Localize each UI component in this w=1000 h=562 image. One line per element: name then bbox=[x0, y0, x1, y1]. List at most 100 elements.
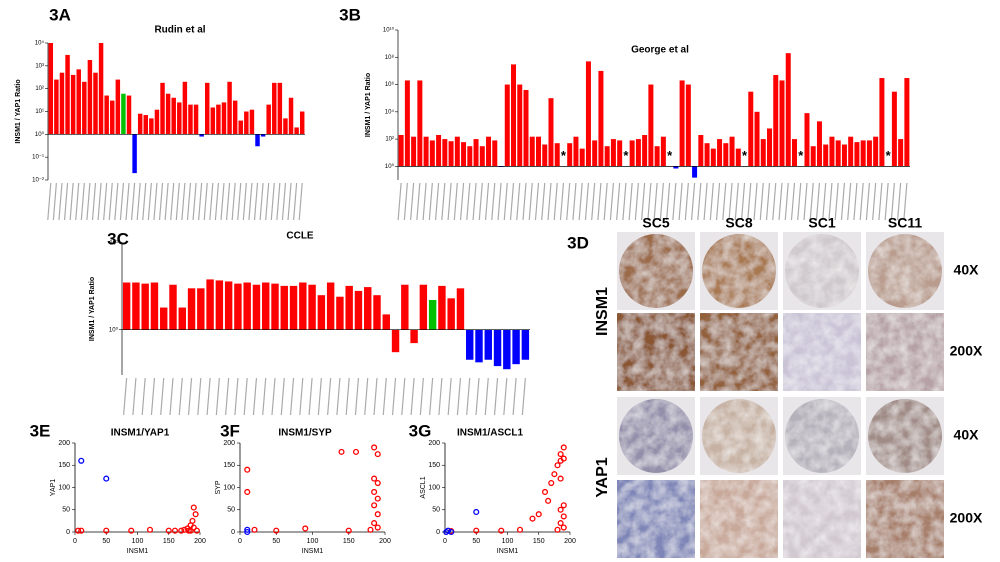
point bbox=[541, 488, 549, 496]
point bbox=[338, 448, 345, 455]
x-label-blur bbox=[534, 182, 540, 221]
point bbox=[560, 455, 567, 462]
bar bbox=[252, 284, 261, 330]
bar bbox=[748, 91, 754, 167]
bar bbox=[206, 279, 214, 330]
magnification-label: 40X bbox=[954, 427, 980, 443]
bar bbox=[486, 136, 492, 167]
bar bbox=[132, 134, 137, 174]
x-label-blur bbox=[271, 377, 276, 416]
bar bbox=[255, 134, 260, 147]
x-label-blur bbox=[678, 182, 683, 221]
bar bbox=[54, 79, 59, 135]
bar bbox=[592, 140, 598, 167]
bar bbox=[904, 78, 910, 167]
y-tick-label: 100 bbox=[428, 484, 440, 491]
y-tick-label: 10¹⁰ bbox=[383, 27, 395, 34]
bar bbox=[82, 81, 87, 135]
y-axis-label: INSM1 / YAP1 Ratio bbox=[15, 79, 22, 143]
panel-label: 3G bbox=[409, 421, 432, 440]
x-label-blur bbox=[884, 182, 889, 221]
y-tick-label: 10⁶ bbox=[385, 81, 395, 88]
bar bbox=[210, 107, 216, 135]
x-tick-label: 150 bbox=[163, 538, 175, 545]
bar bbox=[238, 120, 243, 135]
x-label-blur bbox=[753, 182, 758, 221]
y-tick-label: 0 bbox=[436, 529, 440, 536]
y-tick-label: 10⁰ bbox=[385, 163, 395, 170]
bar bbox=[98, 43, 104, 135]
bar bbox=[154, 109, 160, 135]
y-tick-label: 200 bbox=[428, 440, 440, 447]
ihc-tile bbox=[700, 480, 778, 558]
x-label-blur bbox=[584, 182, 590, 221]
x-tick-label: 100 bbox=[502, 538, 514, 545]
point bbox=[548, 479, 555, 487]
bar bbox=[447, 298, 455, 330]
point bbox=[545, 497, 552, 504]
x-label-blur bbox=[528, 182, 533, 221]
x-label-blur bbox=[119, 182, 125, 221]
x-label-blur bbox=[47, 182, 52, 221]
bar bbox=[692, 166, 698, 178]
bar bbox=[456, 288, 465, 330]
bar bbox=[391, 329, 400, 353]
x-label-blur bbox=[453, 182, 458, 221]
x-label-blur bbox=[345, 377, 350, 416]
bar bbox=[243, 282, 251, 330]
bar bbox=[848, 136, 854, 167]
bar bbox=[598, 70, 604, 167]
bar bbox=[635, 139, 641, 167]
x-label-blur bbox=[484, 182, 490, 221]
x-label-blur bbox=[410, 182, 415, 221]
panel-label: 3D bbox=[567, 233, 589, 252]
point bbox=[244, 528, 251, 536]
bar bbox=[132, 282, 140, 330]
bar bbox=[754, 111, 760, 167]
x-label-blur bbox=[410, 377, 415, 416]
ihc-core bbox=[702, 234, 776, 308]
bar bbox=[529, 136, 535, 167]
bar bbox=[548, 98, 554, 167]
panel-label: 3A bbox=[49, 5, 71, 24]
y-tick-label: 150 bbox=[58, 462, 70, 469]
bar bbox=[642, 134, 648, 167]
point bbox=[374, 451, 381, 458]
y-tick-label: 50 bbox=[62, 507, 70, 514]
x-label-blur bbox=[553, 182, 558, 221]
point bbox=[190, 504, 197, 511]
bar bbox=[660, 136, 666, 167]
x-label-blur bbox=[108, 182, 113, 221]
x-label-blur bbox=[822, 182, 827, 221]
x-label-blur bbox=[242, 182, 247, 221]
x-label-blur bbox=[521, 377, 526, 416]
point bbox=[374, 495, 381, 502]
point bbox=[244, 488, 251, 496]
point bbox=[190, 524, 197, 531]
x-label-blur bbox=[516, 182, 521, 221]
bar bbox=[448, 141, 454, 167]
bar bbox=[791, 139, 797, 167]
panel-label: 3F bbox=[220, 421, 240, 440]
x-label-blur bbox=[198, 182, 203, 221]
bar bbox=[165, 93, 171, 135]
x-label-blur bbox=[765, 182, 771, 221]
bar bbox=[182, 81, 188, 135]
x-label-blur bbox=[759, 182, 764, 221]
point bbox=[535, 511, 542, 518]
bar bbox=[654, 146, 660, 167]
bar bbox=[171, 97, 176, 135]
x-label-blur bbox=[248, 182, 253, 221]
x-label-blur bbox=[403, 182, 408, 221]
point bbox=[560, 524, 567, 531]
bar-annotation: * bbox=[623, 148, 629, 163]
x-label-blur bbox=[429, 377, 434, 416]
bar bbox=[436, 134, 442, 167]
bar bbox=[410, 329, 418, 344]
x-tick-label: 0 bbox=[73, 538, 77, 545]
point bbox=[560, 513, 567, 520]
x-label-blur bbox=[75, 182, 80, 221]
x-label-blur bbox=[653, 182, 658, 221]
bar bbox=[767, 128, 773, 167]
chart-title: INSM1/ASCL1 bbox=[457, 428, 524, 439]
